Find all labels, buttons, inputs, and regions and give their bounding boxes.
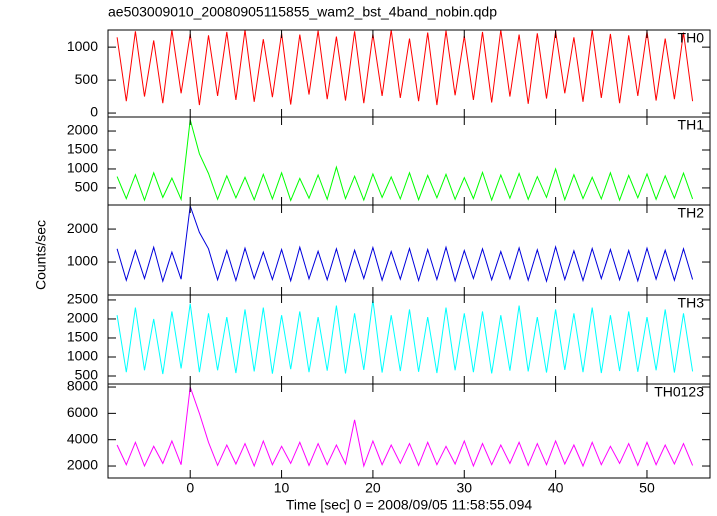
y-tick-label: 1500 [67,329,98,345]
panel-label: TH0 [678,30,705,46]
panel-label: TH2 [678,205,705,221]
y-tick-label: 1000 [67,253,98,269]
x-tick-label: 40 [548,480,564,496]
chart-title: ae503009010_20080905115855_wam2_bst_4ban… [108,4,497,20]
x-tick-label: 0 [186,480,194,496]
data-line [116,30,694,106]
panel-frame [107,116,711,206]
y-tick-label: 500 [75,179,99,195]
x-axis-label: Time [sec] 0 = 2008/09/05 11:58:55.094 [286,497,533,513]
y-tick-label: 4000 [67,430,98,446]
y-tick-label: 2000 [67,122,98,138]
data-line [116,386,694,468]
y-tick-label: 1000 [67,348,98,364]
y-tick-label: 6000 [67,404,98,420]
y-axis-label: Counts/sec [33,220,49,290]
y-tick-label: 2000 [67,310,98,326]
y-tick-label: 2000 [67,457,98,473]
y-tick-label: 500 [75,367,99,383]
data-line [116,119,694,202]
y-tick-label: 500 [75,71,99,87]
y-tick-label: 2000 [67,220,98,236]
panel-label: TH3 [678,295,705,311]
panel-label: TH1 [678,117,705,133]
x-tick-label: 20 [365,480,381,496]
y-tick-label: 1500 [67,141,98,157]
y-tick-label: 8000 [67,378,98,394]
data-line [116,299,694,375]
y-tick-label: 1000 [67,160,98,176]
panel-label: TH0123 [654,384,704,400]
y-tick-label: 1000 [67,38,98,54]
x-tick-label: 30 [456,480,472,496]
x-tick-label: 10 [274,480,290,496]
y-tick-label: 0 [90,104,98,120]
x-tick-label: 50 [639,480,655,496]
y-tick-label: 2500 [67,291,98,307]
panel-frame [107,383,711,479]
data-line [116,205,694,284]
